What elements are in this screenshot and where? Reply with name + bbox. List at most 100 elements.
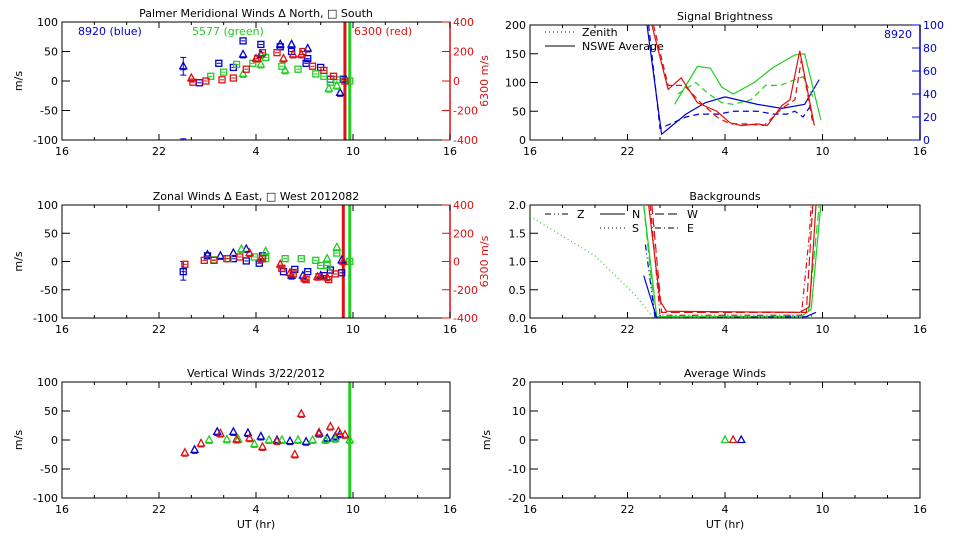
x-tick-label: 4 <box>722 145 729 158</box>
y-tick-label: -50 <box>40 284 58 297</box>
x-tick-label: 10 <box>346 145 360 158</box>
y-tick-label: 50 <box>44 46 58 59</box>
data-point-triangle <box>178 60 188 70</box>
data-point-triangle <box>288 49 298 58</box>
y-tick-label: -20 <box>508 492 526 505</box>
data-point-square <box>281 255 289 263</box>
data-point-square <box>258 49 267 57</box>
plot-area <box>720 434 746 444</box>
y2-tick-label: 20 <box>923 111 937 124</box>
data-point-triangle <box>277 434 287 444</box>
data-point-square <box>346 257 354 266</box>
data-point-triangle <box>244 247 255 257</box>
y-axis-label: m/s <box>480 430 493 450</box>
data-point-square <box>207 72 215 80</box>
x-tick-label: 22 <box>621 145 635 158</box>
x-tick-label: 16 <box>523 145 537 158</box>
x-tick-label: 4 <box>722 323 729 336</box>
y-tick-label: 100 <box>505 77 526 90</box>
data-point-triangle <box>303 43 313 52</box>
data-point-triangle <box>215 250 226 260</box>
x-tick-label: 10 <box>816 145 830 158</box>
y-tick-label: -10 <box>508 463 526 476</box>
chart-average: Average Winds 16 22 4 10 16 20 10 0 -10 -20 m/s UT (… <box>480 367 927 531</box>
chart-meridional: Palmer Meridional Winds Δ North, □ South… <box>12 7 491 158</box>
chart-zonal: Zonal Winds Δ East, □ West 2012082 16 22 4 1… <box>12 190 491 336</box>
data-point-square <box>202 77 210 85</box>
data-point-square <box>320 66 328 75</box>
y-tick-label: 100 <box>37 199 58 212</box>
x-tick-label: 16 <box>55 323 69 336</box>
x-tick-label: 16 <box>443 145 457 158</box>
data-point-triangle <box>286 39 297 48</box>
y-tick-label: 0 <box>51 256 58 269</box>
y2-tick-label: 60 <box>923 65 937 78</box>
x-tick-label: 10 <box>816 503 830 516</box>
y-tick-label: -100 <box>33 312 58 325</box>
y2-tick-label: 200 <box>453 46 474 59</box>
data-point-square <box>312 70 320 78</box>
y2-tick-label: 0 <box>453 256 460 269</box>
x-tick-label: 16 <box>443 323 457 336</box>
data-point-triangle <box>728 434 738 444</box>
data-point-triangle <box>222 434 232 443</box>
data-point-square <box>299 47 307 56</box>
legend-label: NSWE Average <box>582 40 664 53</box>
data-point-square <box>302 275 310 284</box>
series-line-red-n <box>648 205 817 313</box>
data-point-square <box>323 261 331 270</box>
series-line-8920-zenith <box>648 25 814 130</box>
annotation-8920: 8920 <box>884 28 912 41</box>
x-tick-label: 4 <box>253 323 260 336</box>
series-line-red-e <box>649 205 812 316</box>
data-point-square <box>257 40 265 49</box>
legend-label: Zenith <box>582 26 618 39</box>
y-tick-label: 200 <box>505 19 526 32</box>
chart-backgrounds: Backgrounds 16 22 4 10 16 2.0 1.5 1.0 0.5 0.0 Z N W S E <box>509 190 928 336</box>
plot-area <box>530 205 822 318</box>
series-line-5577-nswe <box>674 53 822 121</box>
data-point-square <box>308 62 317 70</box>
y-tick-label: -50 <box>40 463 58 476</box>
data-point-square <box>239 37 247 45</box>
y-axis-label: m/s <box>12 71 25 91</box>
annotation-green: 5577 (green) <box>192 25 264 38</box>
chart-title: Signal Brightness <box>677 10 773 23</box>
data-point-triangle <box>180 447 190 456</box>
data-point-triangle <box>340 429 350 438</box>
data-point-triangle <box>278 53 289 62</box>
x-tick-label: 16 <box>523 503 537 516</box>
data-point-triangle <box>275 258 285 268</box>
annotation-red: 6300 (red) <box>354 25 412 38</box>
data-point-triangle <box>324 83 334 92</box>
data-point-triangle <box>257 441 268 451</box>
x-tick-label: 4 <box>722 503 729 516</box>
data-point-square <box>236 253 244 261</box>
y-tick-label: 1.0 <box>509 256 527 269</box>
data-point-square <box>294 65 302 73</box>
data-point-triangle <box>189 444 200 454</box>
y2-tick-label: 0 <box>923 134 930 147</box>
y-tick-label: -50 <box>40 105 58 118</box>
series-line-blue-z <box>644 244 815 318</box>
x-tick-label: 16 <box>913 145 927 158</box>
data-point-triangle <box>238 68 248 78</box>
y2-tick-label: 80 <box>923 42 937 55</box>
plot-area <box>178 37 354 140</box>
chart-title: Palmer Meridional Winds Δ North, □ South <box>139 7 373 20</box>
series-line-5577-zenith <box>677 76 815 105</box>
data-point-triangle <box>290 449 300 458</box>
legend-label: E <box>687 222 694 235</box>
data-point-square <box>289 270 297 278</box>
data-point-square <box>329 72 338 80</box>
data-point-square <box>242 257 250 265</box>
data-point-triangle <box>338 256 348 265</box>
series-line-8920-nswe <box>646 25 820 136</box>
legend-label: W <box>687 208 698 221</box>
y-tick-label: 50 <box>44 405 58 418</box>
data-point-triangle <box>186 72 196 82</box>
x-tick-label: 16 <box>443 503 457 516</box>
data-point-triangle <box>256 59 266 68</box>
data-point-triangle <box>238 49 248 58</box>
series-line-green-w <box>643 205 820 318</box>
